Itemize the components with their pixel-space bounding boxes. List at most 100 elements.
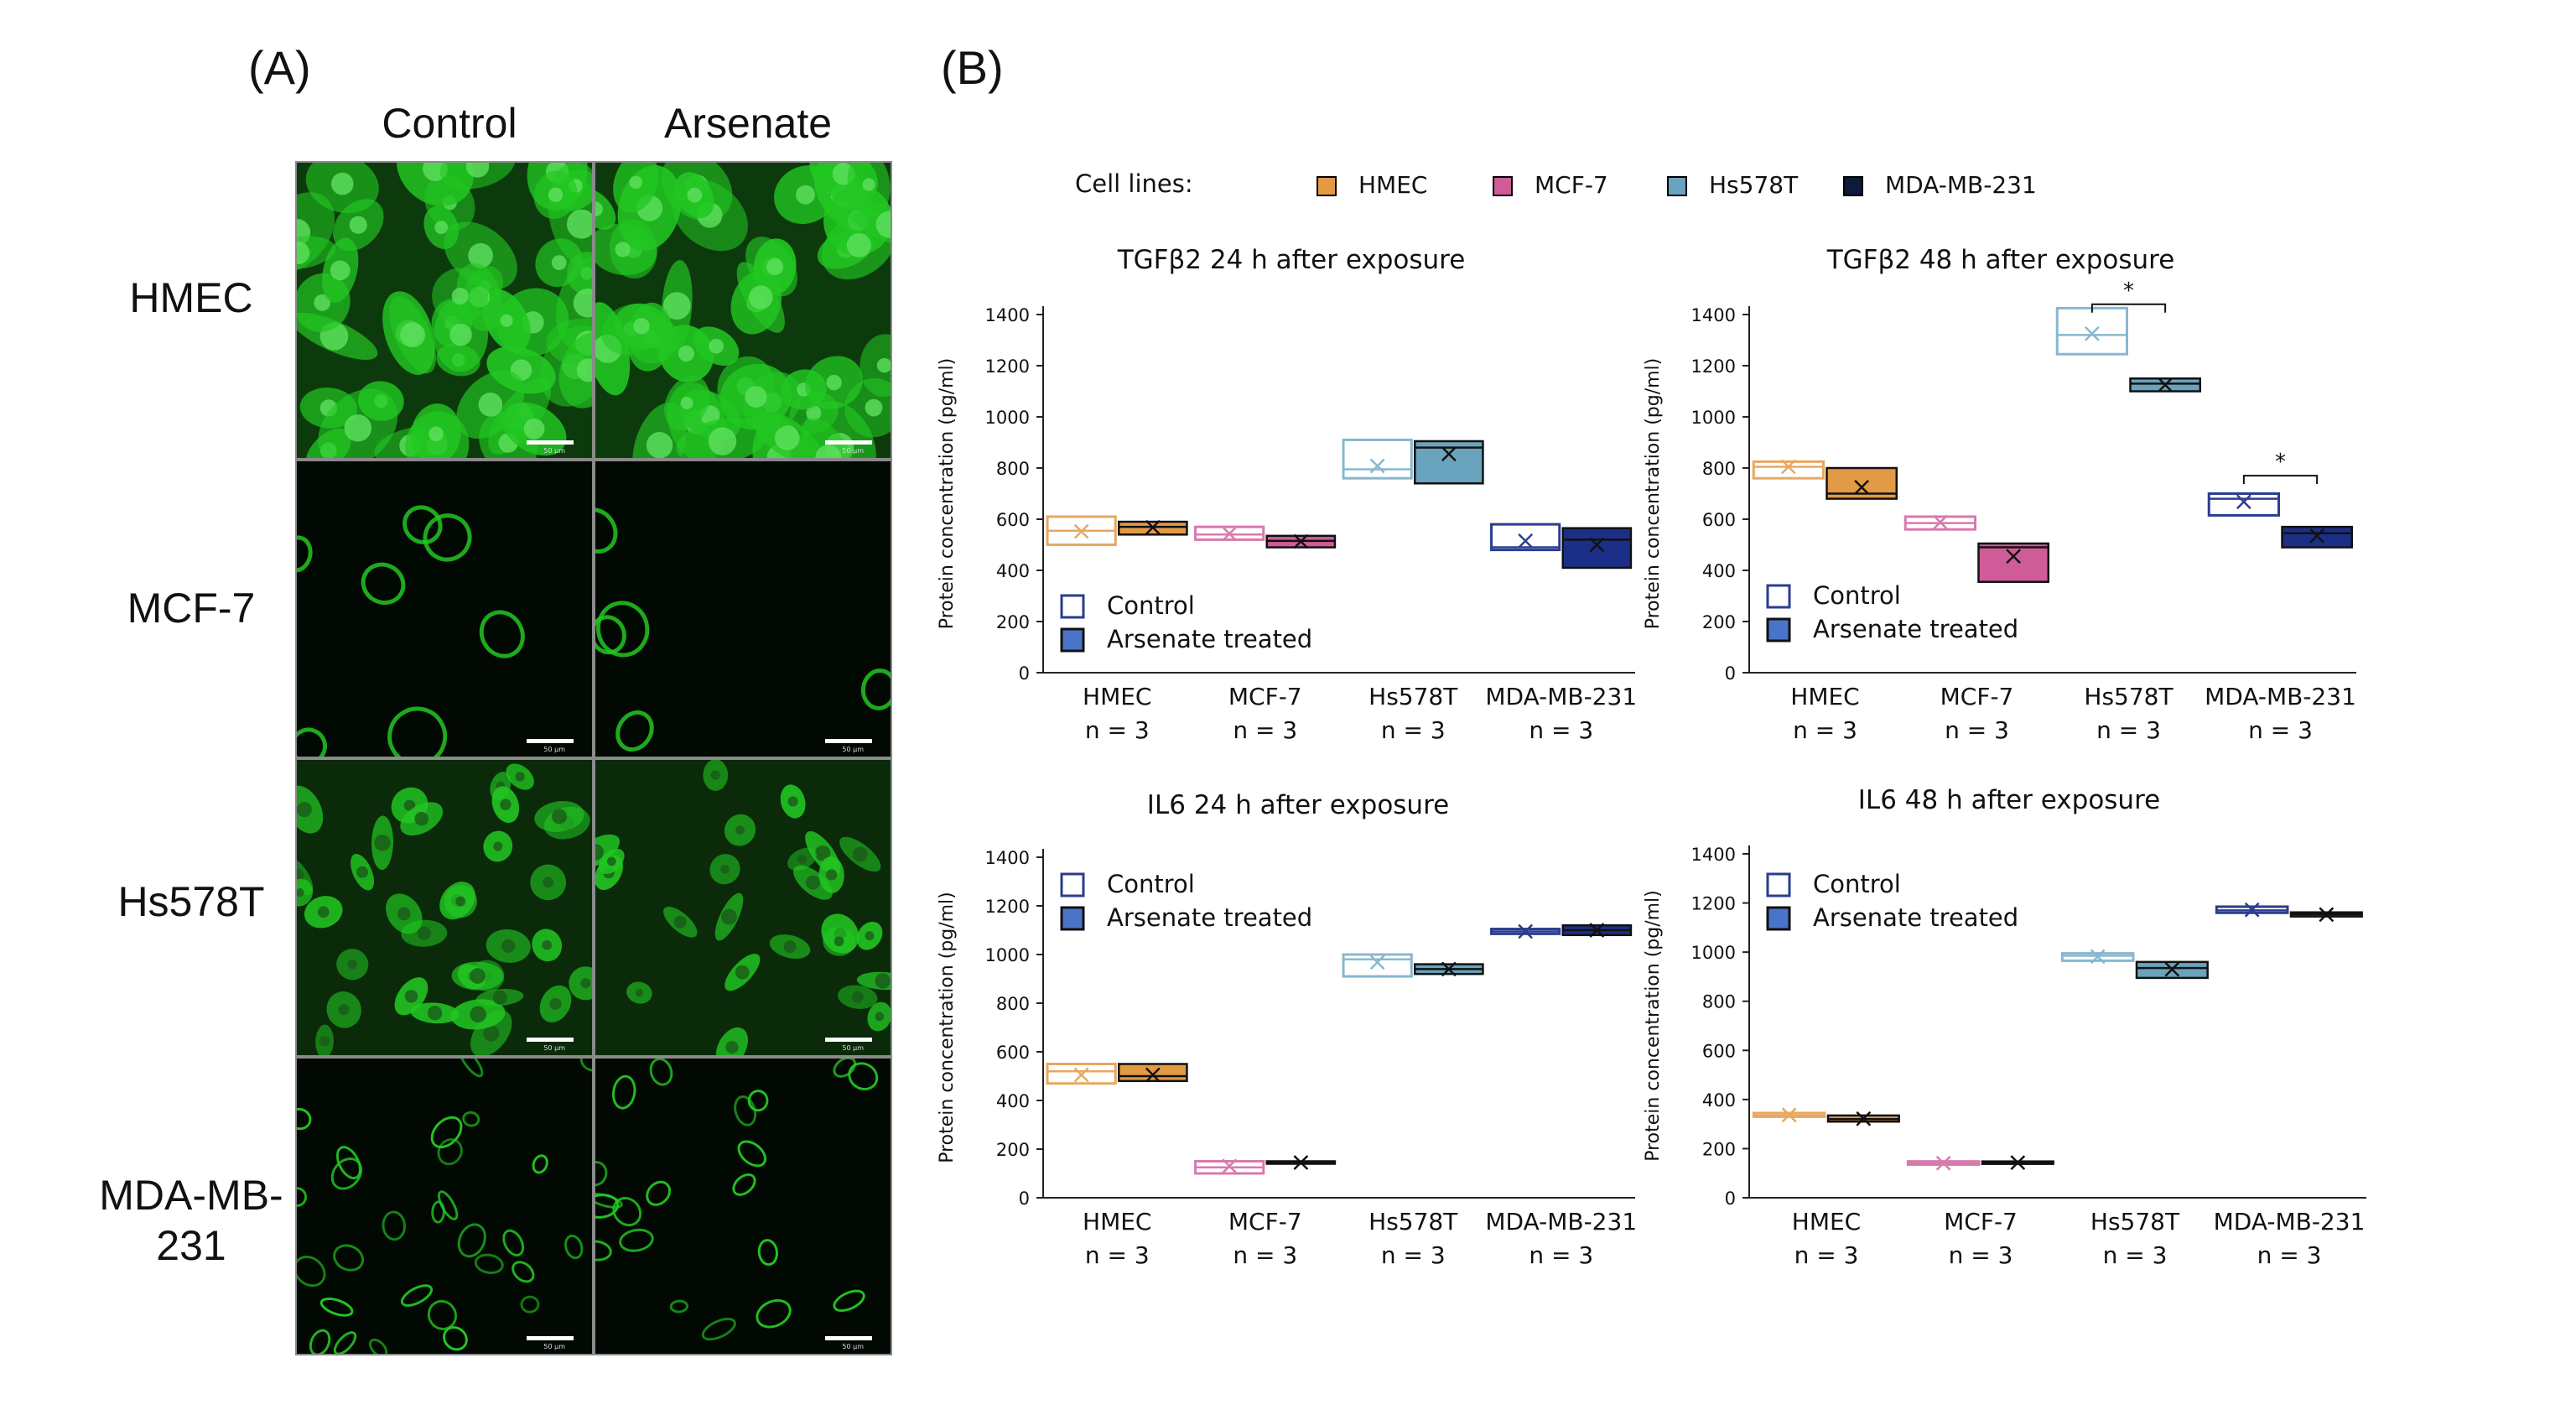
cell-shape (848, 1062, 879, 1090)
cell-shape (756, 1298, 792, 1329)
cell-nucleus (680, 397, 693, 409)
cell-shape (361, 562, 406, 606)
micrograph-image (297, 760, 592, 1055)
mean-marker (1441, 961, 1457, 977)
control-box (1490, 523, 1561, 552)
cell-nucleus (493, 841, 503, 851)
cell-shape (382, 1210, 407, 1241)
mean-marker (1932, 514, 1948, 530)
cell-shape (757, 1239, 778, 1267)
row-label-line: MDA-MB- (99, 1172, 283, 1219)
legend-control-label: Control (1107, 591, 1195, 620)
cell-shape (701, 1318, 736, 1341)
row-label-line: Hs578T (117, 878, 265, 925)
cell-shape (615, 710, 654, 752)
cell-nucleus (749, 285, 773, 310)
cell-shape (297, 1107, 312, 1131)
cell-shape (297, 1187, 308, 1207)
cell-nucleus (615, 242, 631, 258)
legend-treated-swatch (1060, 627, 1085, 653)
n-label: n = 3 (1381, 716, 1446, 744)
cell-shape (612, 1196, 642, 1227)
cell-nucleus (551, 255, 567, 271)
cell-shape (737, 1140, 767, 1168)
cell-nucleus (330, 260, 351, 281)
legend-control-swatch (1766, 872, 1791, 897)
cell-shape (474, 1253, 504, 1274)
cell-nucleus (330, 172, 354, 195)
cell-nucleus (449, 323, 472, 346)
cell-nucleus (673, 915, 687, 929)
treated-box (1977, 542, 2050, 583)
mean-marker (2084, 325, 2100, 341)
cell-nucleus (846, 232, 871, 258)
cell-shape (595, 507, 618, 554)
legend-control-swatch (1060, 594, 1085, 619)
legend-control-label: Control (1813, 581, 1901, 610)
cell-shape (611, 1074, 636, 1110)
legend-swatch-mcf-7 (1493, 176, 1513, 196)
treated-box (1118, 1063, 1188, 1083)
x-tick-label: Hs578T (1368, 1208, 1458, 1236)
y-tick-label: 1000 (1691, 408, 1736, 428)
micrograph-image (595, 163, 891, 458)
cell-nucleus (470, 1006, 486, 1023)
panel-b-label: (B) (941, 41, 1004, 94)
y-tick-label: 1200 (1691, 356, 1736, 377)
cell-shape (319, 1297, 354, 1317)
micrograph-image (297, 163, 592, 458)
legend-treated-label: Arsenate treated (1107, 903, 1312, 932)
legend-treated-swatch (1766, 906, 1791, 931)
row-label-mcf-7: MCF-7 (82, 583, 300, 633)
legend-label-hmec: HMEC (1358, 171, 1428, 199)
n-label: n = 3 (1085, 716, 1150, 744)
cell-nucleus (797, 854, 808, 864)
cell-nucleus (814, 845, 831, 861)
mean-marker (1781, 1107, 1797, 1123)
mean-marker (1222, 1158, 1238, 1174)
cell-shape (579, 1059, 592, 1072)
column-header-control: Control (382, 100, 517, 147)
cell-nucleus (606, 856, 616, 866)
y-tick-label: 600 (996, 510, 1030, 530)
cell-nucleus (317, 906, 330, 918)
micrograph-image (595, 461, 891, 757)
cell-nucleus (566, 209, 592, 239)
mean-marker (1073, 1067, 1089, 1083)
n-label: n = 3 (2096, 716, 2161, 744)
x-tick-label: MCF-7 (1228, 1208, 1302, 1236)
row-label-line: MCF-7 (127, 585, 256, 632)
cell-shape (732, 1173, 756, 1196)
cell-shape (669, 1299, 689, 1314)
cell-nucleus (414, 811, 429, 826)
cell-shape (479, 610, 525, 658)
scale-bar (825, 1336, 872, 1340)
y-tick-label: 800 (996, 459, 1030, 479)
cell-nucleus (834, 936, 844, 947)
cell-nucleus (646, 432, 673, 458)
significance-bracket (2090, 303, 2167, 313)
cell-shape (333, 1244, 365, 1272)
significance-star: * (2275, 450, 2286, 475)
cell-nucleus (542, 939, 553, 950)
scale-bar-label: 50 µm (543, 447, 565, 455)
cell-nucleus (720, 864, 730, 874)
mean-marker (2010, 1155, 2026, 1171)
cell-shape (368, 1338, 388, 1354)
cell-nucleus (826, 374, 842, 391)
cell-shape (400, 1284, 434, 1307)
mean-marker (1518, 533, 1534, 549)
cell-nucleus (865, 931, 875, 941)
control-box (1342, 438, 1413, 480)
x-tick-label: MDA-MB-231 (1485, 683, 1637, 710)
mean-marker (2090, 949, 2106, 965)
n-label: n = 3 (1085, 1241, 1150, 1269)
y-tick-label: 0 (1019, 1189, 1030, 1209)
cell-shape (502, 1229, 525, 1256)
legend-treated-label: Arsenate treated (1813, 615, 2018, 643)
scale-bar-label: 50 µm (543, 1343, 565, 1350)
cell-shape (646, 1180, 672, 1206)
n-label: n = 3 (1529, 716, 1593, 744)
y-tick-label: 200 (1702, 612, 1736, 632)
cell-nucleus (297, 242, 310, 265)
